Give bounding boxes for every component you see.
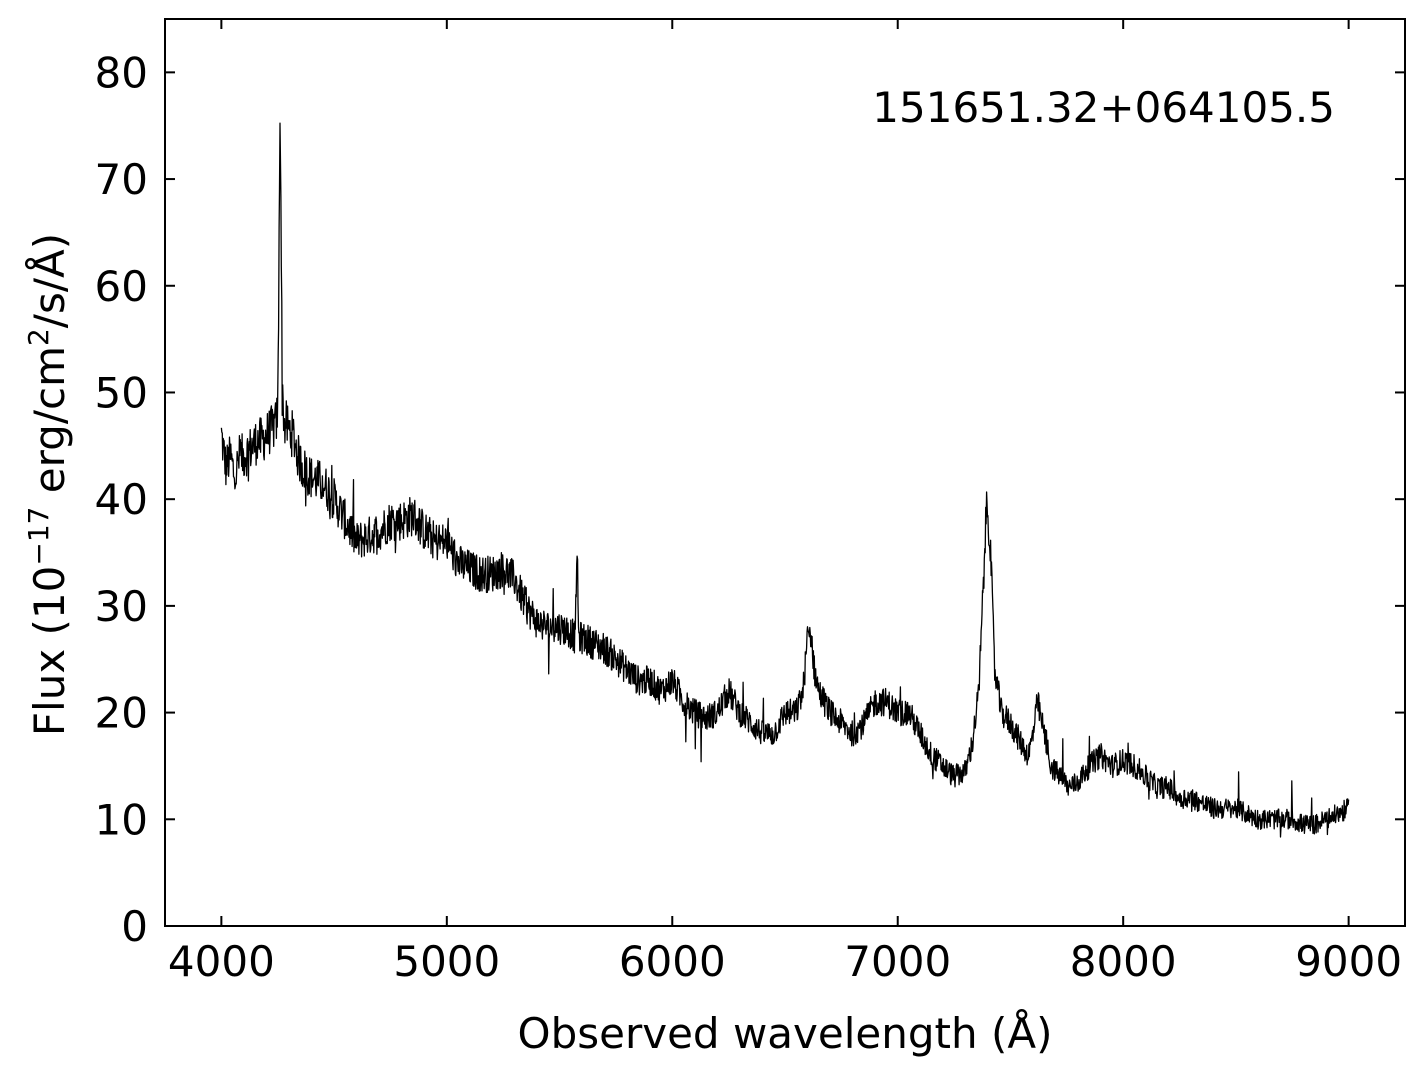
plot-frame [164,18,1406,927]
x-tick-label: 6000 [619,937,726,986]
x-axis-title: Observed wavelength (Å) [518,1008,1053,1058]
y-tick-label: 0 [121,902,148,951]
x-ticks: 4000 5000 6000 7000 8000 9000 [168,19,1402,986]
y-axis-title-exp2: 2 [22,328,55,346]
x-tick-label: 8000 [1070,937,1177,986]
y-tick-label: 60 [95,262,148,311]
x-tick-label: 7000 [844,937,951,986]
y-tick-label: 30 [95,582,148,631]
spectrum-line [220,122,1350,838]
y-tick-label: 80 [95,48,148,97]
y-axis-title-base: Flux (10 [25,566,74,736]
y-axis-title-tail: /s/Å) [24,233,74,328]
y-tick-label: 10 [95,795,148,844]
y-axis-title-exp: −17 [22,507,55,566]
x-tick-label: 4000 [168,937,275,986]
y-tick-label: 70 [95,155,148,204]
y-tick-label: 20 [95,689,148,738]
x-tick-label: 5000 [393,937,500,986]
y-tick-label: 50 [95,368,148,417]
y-tick-label: 40 [95,475,148,524]
object-annotation: 151651.32+064105.5 [872,83,1335,132]
y-ticks: 0 10 20 30 40 50 60 70 80 [95,48,1405,951]
x-tick-label: 9000 [1295,937,1402,986]
y-axis-title: Flux (10−17 erg/cm2/s/Å) [22,233,74,736]
y-axis-title-mid: erg/cm [25,346,74,507]
